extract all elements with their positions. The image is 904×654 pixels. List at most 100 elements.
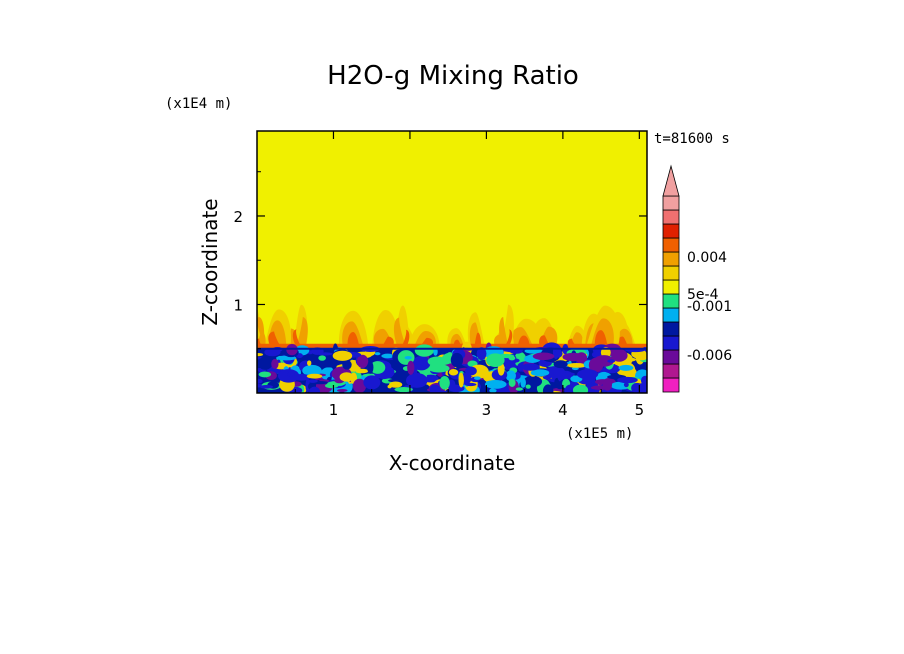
- boundary-cell: [575, 352, 588, 364]
- x-tick-label: 4: [558, 401, 568, 419]
- boundary-cell: [476, 347, 487, 361]
- boundary-cell: [302, 364, 322, 377]
- colorbar-segment: [662, 209, 680, 225]
- boundary-cell: [271, 358, 279, 369]
- boundary-cell: [542, 384, 554, 393]
- colorbar-label: 5e-4: [687, 287, 719, 303]
- colorbar-segment: [662, 223, 680, 239]
- boundary-cell: [448, 369, 459, 376]
- colorbar-segment: [662, 363, 680, 379]
- boundary-cell: [515, 387, 523, 391]
- boundary-cell: [532, 352, 555, 361]
- y-axis-ticks: 12: [233, 171, 647, 350]
- boundary-cell: [257, 356, 273, 370]
- boundary-cell: [484, 380, 507, 389]
- boundary-cell: [257, 378, 263, 384]
- boundary-cell: [407, 360, 415, 375]
- boundary-cell: [336, 388, 348, 392]
- boundary-cell: [594, 355, 614, 367]
- colorbar-segment: [662, 195, 680, 211]
- boundary-cell: [635, 353, 647, 361]
- colorbar-segment: [662, 293, 680, 309]
- y-axis-label: Z-coordinate: [198, 198, 222, 325]
- x-axis-ticks: 1 2 3 4 5: [294, 131, 645, 419]
- boundary-cell: [439, 376, 450, 390]
- boundary-cell: [342, 359, 352, 370]
- boundary-cell: [332, 350, 353, 361]
- colorbar-segment: [662, 377, 680, 393]
- colorbar-segment: [662, 335, 680, 351]
- boundary-cell: [525, 384, 531, 389]
- y-tick-label: 2: [233, 208, 243, 226]
- boundary-cell: [260, 384, 273, 389]
- x-axis-label: X-coordinate: [389, 451, 516, 475]
- boundary-cell: [508, 378, 516, 387]
- boundary-cell: [374, 352, 381, 356]
- boundary-cell: [264, 348, 281, 357]
- boundary-cell: [520, 377, 526, 388]
- boundary-cell: [363, 375, 381, 390]
- colorbar-label: -0.001: [687, 299, 732, 315]
- boundary-cell: [520, 363, 540, 371]
- boundary-cell: [309, 386, 320, 393]
- x-tick-label: 5: [635, 401, 645, 419]
- colorbar-labels: 0.004 5e-4-0.001 -0.006: [687, 250, 732, 364]
- boundary-cell: [530, 369, 550, 377]
- boundary-cell: [352, 378, 367, 393]
- boundary-cell: [554, 349, 563, 358]
- boundary-cell: [611, 349, 628, 362]
- colorbar-segment: [662, 307, 680, 323]
- boundary-cell: [306, 373, 323, 379]
- boundary-cell: [590, 385, 610, 390]
- boundary-cell: [523, 375, 543, 388]
- boundary-cell: [258, 371, 272, 378]
- boundary-cell: [450, 352, 464, 368]
- boundary-cell: [388, 381, 403, 388]
- boundary-cell: [257, 352, 264, 357]
- boundary-cell: [394, 386, 413, 393]
- boundary-cell: [321, 362, 336, 368]
- boundary-cell: [544, 366, 566, 379]
- plot-field: [257, 131, 647, 393]
- plot-frame: [256, 130, 648, 394]
- boundary-cell: [553, 360, 568, 369]
- boundary-cell: [307, 379, 318, 383]
- colorbar-segment: [662, 265, 680, 281]
- boundary-cell: [286, 372, 295, 377]
- boundary-cell: [566, 363, 587, 368]
- colorbar-extend-arrow: [662, 164, 680, 197]
- boundary-cell: [572, 384, 589, 393]
- boundary-cell: [505, 370, 516, 382]
- plume-shape: [295, 317, 308, 349]
- x-tick-label: 1: [329, 401, 339, 419]
- boundary-cell: [489, 388, 497, 393]
- colorbar-segment: [662, 237, 680, 253]
- boundary-cell: [618, 364, 634, 371]
- boundary-cell: [510, 349, 523, 354]
- boundary-cell: [465, 366, 477, 376]
- boundary-cell: [427, 356, 448, 367]
- plume-layer: [257, 304, 647, 349]
- colorbar-segment: [662, 251, 680, 267]
- plume-shape: [393, 317, 408, 349]
- boundary-cell: [369, 361, 386, 374]
- boundary-cell: [458, 372, 464, 388]
- boundary-cell: [474, 376, 481, 380]
- plume-shape: [499, 317, 510, 349]
- x-tick-label: 3: [482, 401, 492, 419]
- y-unit-label: (x1E4 m): [165, 96, 232, 112]
- boundary-cell: [318, 355, 326, 361]
- boundary-cell: [404, 356, 412, 360]
- boundary-cell: [356, 354, 369, 368]
- boundary-cell: [607, 359, 616, 363]
- boundary-cell: [640, 375, 647, 386]
- colorbar-label: 0.004: [687, 250, 727, 266]
- boundary-cell: [305, 378, 310, 393]
- boundary-cell: [307, 360, 312, 366]
- boundary-cell: [381, 353, 394, 359]
- boundary-cell: [624, 357, 637, 362]
- boundary-cell: [617, 376, 638, 384]
- boundary-cell: [388, 379, 401, 383]
- time-label: t=81600 s: [654, 131, 730, 147]
- boundary-cell: [339, 372, 354, 382]
